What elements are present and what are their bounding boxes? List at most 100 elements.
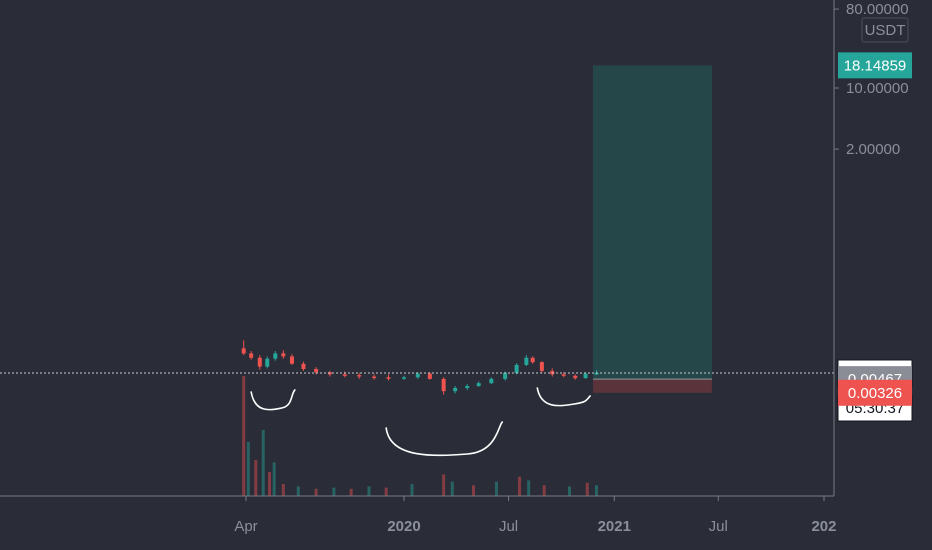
volume-bar bbox=[495, 481, 499, 496]
volume-bar bbox=[410, 484, 414, 496]
target-tag-bg bbox=[838, 52, 912, 79]
x-tick-label: Jul bbox=[709, 518, 728, 535]
candle-body bbox=[427, 373, 432, 379]
y-tick-label: 2.00000 bbox=[846, 141, 900, 158]
candle bbox=[402, 375, 406, 380]
candle-body bbox=[524, 357, 529, 365]
candle bbox=[476, 381, 481, 387]
candle-body bbox=[573, 375, 578, 379]
stop-price-tag: 0.00326 bbox=[838, 379, 912, 406]
x-tick-label: 2021 bbox=[598, 518, 631, 535]
candle bbox=[573, 374, 578, 380]
volume-bar bbox=[542, 485, 546, 496]
candle bbox=[265, 356, 270, 369]
volume-bar bbox=[261, 430, 265, 496]
candle bbox=[561, 372, 566, 378]
quote-unit-box bbox=[861, 17, 909, 43]
volume-bar bbox=[517, 476, 521, 496]
candle-body bbox=[489, 378, 494, 384]
candle bbox=[530, 356, 535, 364]
candle-body bbox=[530, 357, 535, 363]
volume-bar bbox=[442, 474, 446, 496]
candle-body bbox=[372, 376, 377, 379]
volume-bar bbox=[246, 442, 250, 496]
candle-body bbox=[503, 372, 508, 379]
candle bbox=[273, 351, 278, 361]
candle bbox=[241, 340, 246, 356]
volume-bar bbox=[349, 488, 353, 496]
volume-bar bbox=[367, 486, 371, 496]
volume-bar bbox=[567, 486, 571, 496]
volume-bar bbox=[242, 376, 246, 496]
candle bbox=[539, 361, 544, 373]
candle bbox=[453, 385, 458, 394]
candle-body bbox=[249, 353, 254, 358]
y-tick-label: 80.00000 bbox=[846, 1, 909, 18]
stop-tag-label: 0.00326 bbox=[848, 385, 902, 402]
candle bbox=[514, 363, 519, 375]
x-tick-label: 2020 bbox=[387, 518, 420, 535]
candle bbox=[281, 350, 286, 359]
candle-body bbox=[594, 372, 599, 375]
candle-body bbox=[273, 353, 278, 359]
volume-bar bbox=[450, 481, 454, 496]
target-zone[interactable] bbox=[593, 65, 712, 380]
candle-body bbox=[561, 374, 566, 376]
candle bbox=[441, 377, 446, 395]
candle-body bbox=[281, 353, 286, 357]
candle bbox=[386, 374, 391, 381]
target-tag-label: 18.14859 bbox=[844, 57, 907, 74]
cup-annotation-curve[interactable] bbox=[250, 389, 296, 411]
candle-body bbox=[441, 378, 446, 392]
candle bbox=[301, 361, 306, 371]
candle-body bbox=[514, 364, 519, 373]
volume-bar bbox=[384, 487, 388, 496]
candle-body bbox=[241, 348, 246, 354]
stop-zone[interactable] bbox=[593, 379, 712, 393]
cup-annotation-curve[interactable] bbox=[536, 387, 591, 407]
candle bbox=[489, 377, 494, 385]
candle bbox=[524, 355, 529, 367]
candle-body bbox=[357, 375, 362, 377]
cup-annotation-curve[interactable] bbox=[385, 421, 504, 457]
candle bbox=[357, 372, 362, 379]
volume-bar bbox=[314, 488, 318, 496]
candle bbox=[465, 384, 470, 391]
candle-body bbox=[265, 358, 270, 367]
candle bbox=[249, 351, 254, 360]
volume-bar bbox=[594, 485, 598, 496]
candle-body bbox=[465, 385, 470, 388]
quote-unit-label: USDT bbox=[865, 22, 906, 39]
candle-body bbox=[415, 373, 420, 378]
volume-bar bbox=[281, 484, 285, 496]
candle-body bbox=[314, 369, 319, 373]
candle-body bbox=[301, 363, 306, 370]
x-tick-label: Jul bbox=[499, 518, 518, 535]
candle-body bbox=[453, 387, 458, 392]
x-tick-label: 202 bbox=[811, 518, 836, 535]
volume-bar bbox=[268, 472, 272, 496]
candle-body bbox=[342, 374, 347, 376]
volume-bar bbox=[332, 487, 336, 496]
candle-body bbox=[257, 357, 262, 367]
candle-body bbox=[289, 356, 294, 364]
candle bbox=[289, 354, 294, 365]
volume-bar bbox=[272, 462, 276, 496]
volume-bar bbox=[585, 482, 589, 496]
volume-bar bbox=[296, 486, 300, 496]
volume-bar bbox=[254, 460, 258, 496]
candle bbox=[257, 355, 262, 370]
candle-body bbox=[583, 373, 588, 379]
candle-body bbox=[402, 377, 406, 379]
candle bbox=[372, 374, 377, 380]
stop-tag-bg bbox=[838, 379, 912, 406]
volume-bar bbox=[472, 485, 476, 496]
x-tick-label: Apr bbox=[234, 518, 257, 535]
target-price-tag: 18.14859 bbox=[838, 52, 912, 79]
volume-bar bbox=[527, 480, 531, 496]
y-tick-label: 10.00000 bbox=[846, 80, 909, 97]
candle-body bbox=[476, 383, 481, 386]
